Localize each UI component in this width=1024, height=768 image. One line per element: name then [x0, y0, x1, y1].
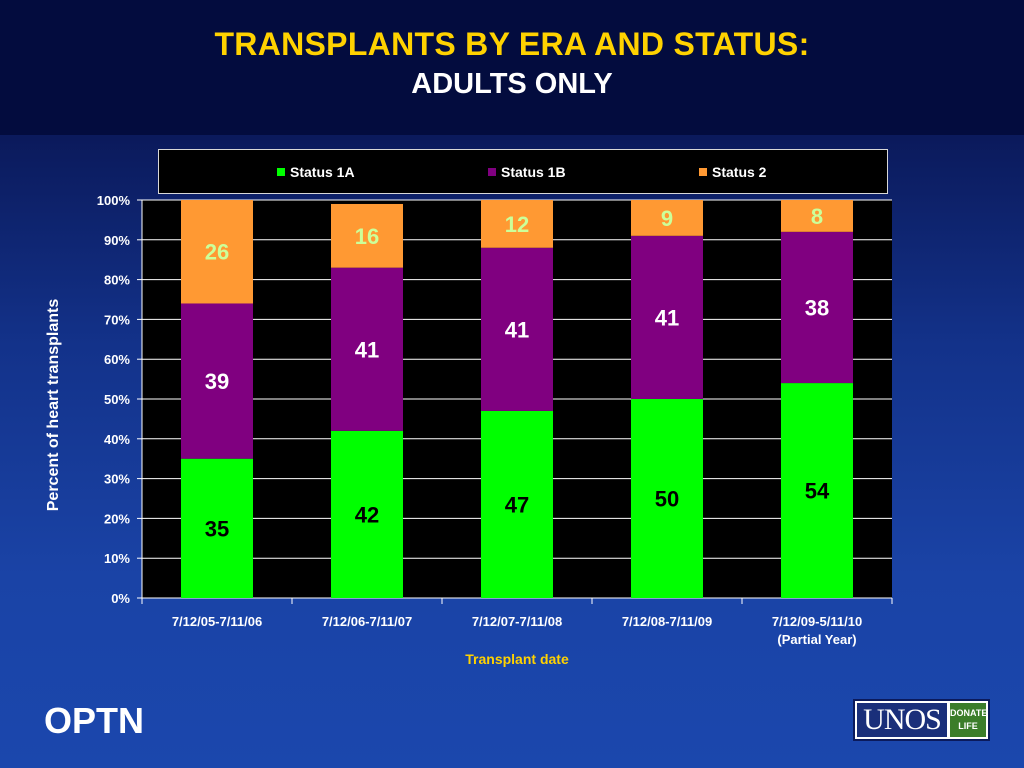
unos-donate-life-logo: UNOS DONATE LIFE	[853, 699, 990, 741]
data-label-status-2: 26	[205, 240, 229, 265]
y-tick-label: 10%	[104, 551, 130, 566]
bar-segment-status-2	[181, 200, 253, 304]
y-tick-label: 50%	[104, 392, 130, 407]
bar-segment-status-1a	[331, 430, 403, 598]
data-label-status-1a: 50	[655, 487, 679, 512]
data-label-status-1b: 38	[805, 295, 829, 320]
donate-life-line1: DONATE	[950, 708, 988, 718]
bar-segment-status-1b	[781, 231, 853, 384]
unos-logo-text: UNOS	[857, 703, 947, 737]
x-tick-label: (Partial Year)	[777, 632, 856, 647]
data-label-status-2: 8	[811, 204, 823, 229]
legend-swatch-status-1b	[488, 168, 496, 176]
y-axis-title: Percent of heart transplants	[45, 298, 62, 512]
data-label-status-1b: 39	[205, 369, 229, 394]
data-label-status-1a: 35	[205, 516, 229, 541]
legend-item-status-1b: Status 1B	[488, 164, 566, 180]
y-tick-label: 70%	[104, 312, 130, 327]
bar-segment-status-1a	[481, 410, 553, 598]
legend-label-status-1b: Status 1B	[501, 164, 566, 180]
y-tick-label: 100%	[97, 193, 131, 208]
legend-swatch-status-2	[699, 168, 707, 176]
data-label-status-1a: 42	[355, 502, 379, 527]
data-label-status-1a: 54	[805, 479, 830, 504]
data-label-status-1a: 47	[505, 492, 529, 517]
x-tick-label: 7/12/07-7/11/08	[472, 614, 562, 629]
x-tick-label: 7/12/08-7/11/09	[622, 614, 712, 629]
legend-swatch-status-1a	[277, 168, 285, 176]
bar-segment-status-1b	[331, 267, 403, 431]
data-label-status-1b: 41	[505, 317, 529, 342]
chart-legend: Status 1A Status 1B Status 2	[158, 149, 888, 194]
bar-segment-status-1a	[181, 458, 253, 598]
bar-segment-status-2	[331, 203, 403, 268]
bar-segment-status-1b	[481, 247, 553, 411]
data-label-status-1b: 41	[355, 337, 379, 362]
bar-segment-status-2	[631, 200, 703, 236]
legend-item-status-2: Status 2	[699, 164, 766, 180]
bar-segment-status-1a	[781, 383, 853, 598]
optn-wordmark: OPTN	[44, 700, 145, 741]
x-tick-label: 7/12/09-5/11/10	[772, 614, 862, 629]
bar-segment-status-1b	[181, 303, 253, 459]
bar-segment-status-1b	[631, 235, 703, 399]
donate-life-badge: DONATE LIFE	[950, 703, 988, 737]
y-tick-label: 40%	[104, 432, 130, 447]
x-tick-label: 7/12/05-7/11/06	[172, 614, 262, 629]
y-tick-label: 20%	[104, 511, 130, 526]
slide-subtitle: ADULTS ONLY	[411, 68, 613, 100]
data-label-status-1b: 41	[655, 305, 679, 330]
legend-label-status-1a: Status 1A	[290, 164, 355, 180]
y-tick-label: 60%	[104, 352, 130, 367]
slide-title: TRANSPLANTS BY ERA AND STATUS:	[214, 26, 810, 62]
bar-segment-status-2	[781, 200, 853, 232]
bar-segment-status-2	[481, 200, 553, 248]
legend-item-status-1a: Status 1A	[277, 164, 355, 180]
data-label-status-2: 9	[661, 206, 673, 231]
y-tick-label: 30%	[104, 472, 130, 487]
legend-label-status-2: Status 2	[712, 164, 767, 180]
x-axis-title: Transplant date	[465, 651, 569, 667]
y-tick-label: 0%	[111, 591, 130, 606]
data-label-status-2: 12	[505, 212, 529, 237]
x-tick-label: 7/12/06-7/11/07	[322, 614, 412, 629]
donate-life-line2: LIFE	[958, 721, 978, 731]
y-tick-label: 90%	[104, 233, 130, 248]
title-band	[0, 0, 1024, 135]
data-label-status-2: 16	[355, 224, 379, 249]
y-tick-label: 80%	[104, 273, 130, 288]
bar-segment-status-1a	[631, 399, 703, 598]
